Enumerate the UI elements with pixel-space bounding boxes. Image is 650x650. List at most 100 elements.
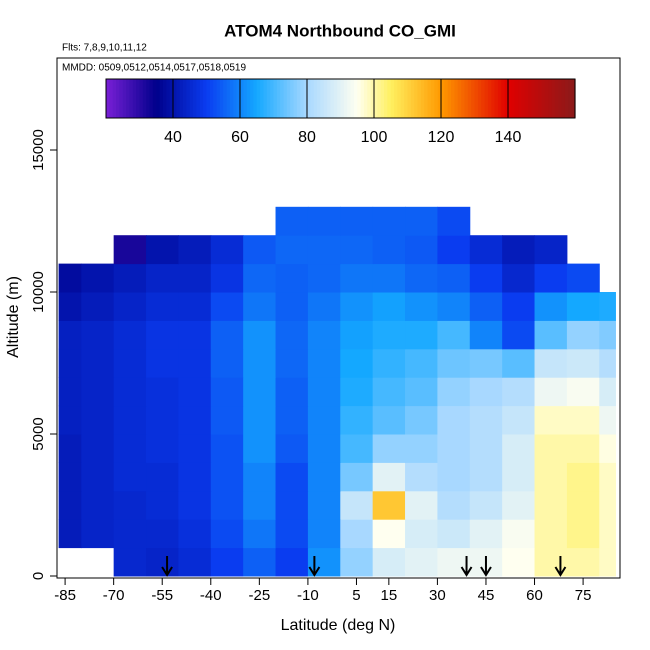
heat-cell <box>469 405 503 435</box>
heat-cell <box>437 263 471 293</box>
heat-cell <box>534 519 568 549</box>
arrow <box>460 556 473 577</box>
colorbar-swatch <box>467 79 472 118</box>
heat-cell <box>405 547 438 577</box>
heat-cell <box>58 434 82 463</box>
heat-cell <box>372 405 406 435</box>
heat-cell <box>307 263 341 293</box>
heat-cell <box>502 547 536 577</box>
colorbar-swatch <box>528 79 533 118</box>
heat-cell <box>146 292 179 321</box>
colorbar-swatch <box>508 79 512 118</box>
colorbar-swatch <box>126 79 131 118</box>
heat-cell <box>243 235 277 265</box>
heat-cell <box>178 405 212 435</box>
colorbar-swatch <box>240 79 244 118</box>
heat-cell <box>243 547 277 577</box>
arrow <box>161 556 173 577</box>
heat-cell <box>210 462 244 492</box>
chart-title: ATOM4 Northbound CO_GMI <box>224 21 456 40</box>
colorbar-swatch <box>129 79 134 118</box>
heat-cell <box>113 519 147 549</box>
heat-cell <box>307 490 341 520</box>
y-tick-label: 15000 <box>30 129 47 171</box>
colorbar-swatch <box>367 79 372 118</box>
colorbar-swatch <box>544 79 549 118</box>
heat-cell <box>599 547 616 577</box>
colorbar-swatch <box>487 79 492 118</box>
heat-cell <box>534 235 568 265</box>
colorbar-swatch <box>273 79 278 118</box>
heat-cell <box>469 263 503 293</box>
heat-cell <box>534 377 568 407</box>
heat-cell <box>340 263 374 293</box>
colorbar-swatch <box>136 79 141 118</box>
heat-cell <box>307 292 341 321</box>
colorbar-swatch <box>340 79 345 118</box>
heat-cell <box>469 320 503 350</box>
plot-frame <box>56 57 621 579</box>
heat-cell <box>469 462 503 492</box>
colorbar-swatch <box>377 79 382 118</box>
heat-cell <box>405 263 438 293</box>
heat-cell <box>566 320 600 350</box>
heat-cell <box>502 292 536 321</box>
heat-cell <box>372 377 406 407</box>
colorbar-swatch <box>484 79 489 118</box>
colorbar-swatch <box>474 79 479 118</box>
heat-cell <box>275 320 309 350</box>
heat-cell <box>81 263 115 293</box>
colorbar-swatch <box>497 79 502 118</box>
heat-cell <box>113 320 147 350</box>
colorbar-swatch <box>390 79 395 118</box>
heat-cell <box>81 348 115 378</box>
heat-cell <box>146 519 179 549</box>
arrow <box>480 556 492 577</box>
heat-cell <box>307 405 341 435</box>
heat-cell <box>243 320 277 350</box>
heat-cell <box>178 547 212 577</box>
x-tick-label: 45 <box>478 587 495 604</box>
heat-cell <box>534 490 568 520</box>
colorbar-swatch <box>564 79 569 118</box>
x-tick-label: 60 <box>526 587 543 604</box>
heat-cell <box>146 547 179 577</box>
heat-cell <box>534 320 568 350</box>
heat-cell <box>405 292 438 321</box>
heat-cell <box>81 405 115 435</box>
heat-cell <box>146 434 179 463</box>
y-tick-label: 5000 <box>30 417 47 450</box>
colorbar-swatch <box>330 79 335 118</box>
colorbar-swatch <box>146 79 151 118</box>
heat-cell <box>178 320 212 350</box>
colorbar-swatch <box>343 79 348 118</box>
heat-cell <box>372 547 406 577</box>
heat-cell <box>81 292 115 321</box>
heat-cell <box>243 405 277 435</box>
colorbar-swatch <box>464 79 469 118</box>
heat-cell <box>178 377 212 407</box>
heat-cell <box>469 519 503 549</box>
heat-cell <box>599 348 616 378</box>
colorbar-swatch <box>444 79 449 118</box>
colorbar-swatch <box>457 79 462 118</box>
colorbar-swatch <box>434 79 439 118</box>
x-tick-label: -85 <box>54 587 76 604</box>
colorbar-swatch <box>571 79 576 118</box>
heat-cell <box>307 519 341 549</box>
heat-cell <box>113 462 147 492</box>
colorbar-swatch <box>196 79 201 118</box>
heat-cell <box>146 377 179 407</box>
colorbar-swatch <box>357 79 362 118</box>
heat-cell <box>113 263 147 293</box>
heat-cell <box>469 235 503 265</box>
heat-cell <box>502 490 536 520</box>
heat-cell <box>307 434 341 463</box>
heat-cell <box>599 434 616 463</box>
heat-cell <box>81 519 115 549</box>
colorbar-swatch <box>414 79 419 118</box>
colorbar-swatch <box>521 79 526 118</box>
colorbar-swatch <box>233 79 238 118</box>
y-tick-label: 0 <box>30 572 47 580</box>
